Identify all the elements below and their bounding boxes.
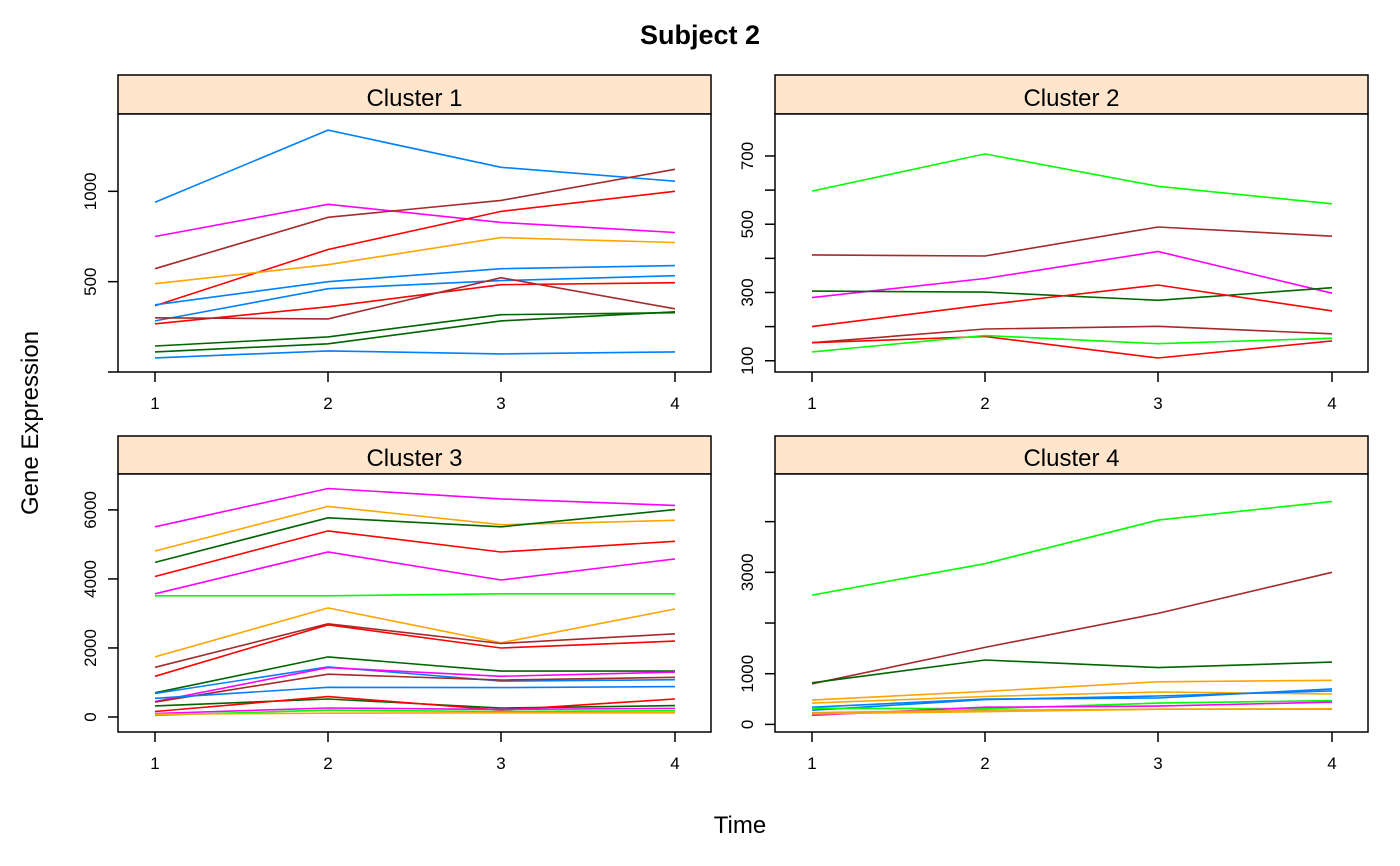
panel-cluster-3: Cluster 3 0 2000 4000 6000 1 2 3 4 bbox=[81, 435, 712, 773]
y-tick-label: 4000 bbox=[81, 560, 100, 598]
panel-cluster-1: Cluster 1 500 1000 1 2 3 4 bbox=[81, 74, 712, 413]
y-tick-label: 300 bbox=[738, 278, 757, 306]
series-line-cluster-1-7 bbox=[154, 274, 676, 322]
series-line-cluster-2-1 bbox=[811, 153, 1333, 205]
y-tick-label: 100 bbox=[738, 347, 757, 375]
series-line-cluster-3-16 bbox=[154, 695, 676, 713]
x-tick-label: 4 bbox=[670, 394, 679, 413]
panel-cluster-4: Cluster 4 0 1000 3000 1 2 3 4 bbox=[738, 435, 1369, 773]
series-line-cluster-3-7 bbox=[154, 607, 676, 658]
x-tick-label: 4 bbox=[1327, 394, 1336, 413]
series-line-cluster-4-2 bbox=[811, 571, 1333, 685]
x-tick-label: 1 bbox=[150, 754, 159, 773]
x-tick-label: 1 bbox=[150, 394, 159, 413]
x-tick-label: 1 bbox=[807, 394, 816, 413]
series-line-cluster-4-1 bbox=[811, 500, 1333, 596]
series-line-cluster-3-1 bbox=[154, 487, 676, 528]
strip-label: Cluster 1 bbox=[366, 85, 462, 112]
plot-area bbox=[117, 113, 712, 373]
y-tick-label: 1000 bbox=[738, 655, 757, 693]
series-line-cluster-3-5 bbox=[154, 551, 676, 595]
y-tick-label: 500 bbox=[81, 267, 100, 295]
panel-cluster-2: Cluster 2 100 300 500 700 1 2 3 4 bbox=[738, 74, 1369, 413]
series-line-cluster-1-1 bbox=[154, 129, 676, 204]
series-line-cluster-2-5 bbox=[811, 284, 1333, 328]
strip-cluster-1 bbox=[117, 74, 712, 115]
x-tick-label: 2 bbox=[323, 394, 332, 413]
series-line-cluster-1-11 bbox=[154, 311, 676, 353]
x-tick-label: 3 bbox=[496, 754, 505, 773]
strip-label: Cluster 3 bbox=[366, 445, 462, 472]
series-line-cluster-4-4 bbox=[811, 679, 1333, 701]
series-line-cluster-2-8 bbox=[811, 334, 1333, 353]
x-tick-label: 4 bbox=[670, 754, 679, 773]
series-line-cluster-1-5 bbox=[154, 236, 676, 285]
series-line-cluster-1-3 bbox=[154, 168, 676, 270]
series-line-cluster-4-11 bbox=[811, 707, 1333, 715]
x-axis-title: Time bbox=[714, 812, 766, 839]
series-line-cluster-3-19 bbox=[154, 711, 675, 715]
series-line-cluster-3-9 bbox=[154, 623, 676, 678]
x-tick-label: 2 bbox=[980, 754, 989, 773]
series-line-cluster-2-4 bbox=[811, 286, 1333, 302]
series-line-cluster-3-6 bbox=[155, 592, 675, 597]
series-line-cluster-2-3 bbox=[811, 250, 1333, 299]
x-tick-label: 1 bbox=[807, 754, 816, 773]
y-tick-label: 700 bbox=[738, 142, 757, 170]
x-tick-label: 2 bbox=[980, 394, 989, 413]
y-tick-label: 1000 bbox=[81, 172, 100, 210]
series-line-cluster-3-12 bbox=[154, 666, 676, 703]
strip-label: Cluster 2 bbox=[1023, 85, 1119, 112]
series-line-cluster-1-10 bbox=[154, 311, 676, 347]
series-line-cluster-3-13 bbox=[154, 673, 676, 703]
y-tick-label: 6000 bbox=[81, 491, 100, 529]
strip-cluster-2 bbox=[774, 74, 1369, 115]
series-line-cluster-1-2 bbox=[154, 203, 676, 238]
series-line-cluster-3-10 bbox=[154, 656, 675, 694]
plot-area bbox=[774, 473, 1369, 733]
x-tick-label: 3 bbox=[1153, 754, 1162, 773]
series-line-cluster-3-3 bbox=[154, 508, 676, 564]
chart-title: Subject 2 bbox=[640, 20, 760, 50]
y-axis-title: Gene Expression bbox=[17, 331, 44, 515]
strip-cluster-3 bbox=[117, 435, 712, 475]
series-line-cluster-1-4 bbox=[154, 190, 676, 307]
y-tick-label: 2000 bbox=[81, 629, 100, 667]
series-line-cluster-3-14 bbox=[154, 685, 676, 700]
series-line-cluster-1-12 bbox=[154, 350, 676, 359]
series-line-cluster-1-8 bbox=[154, 281, 676, 325]
y-tick-label: 0 bbox=[738, 720, 757, 729]
y-tick-label: 0 bbox=[81, 712, 100, 721]
strip-label: Cluster 4 bbox=[1023, 445, 1119, 472]
y-tick-label: 500 bbox=[738, 210, 757, 238]
series-line-cluster-3-11 bbox=[154, 666, 676, 695]
plot-area bbox=[774, 113, 1369, 373]
series-line-cluster-1-9 bbox=[154, 276, 676, 320]
series-line-cluster-3-4 bbox=[154, 530, 676, 578]
series-line-cluster-1-6 bbox=[154, 264, 676, 306]
series-line-cluster-2-6 bbox=[811, 325, 1333, 344]
y-tick-label: 3000 bbox=[738, 553, 757, 591]
series-line-cluster-2-7 bbox=[811, 335, 1333, 359]
series-line-cluster-3-2 bbox=[154, 505, 676, 552]
strip-cluster-4 bbox=[774, 435, 1369, 475]
series-line-cluster-3-17 bbox=[154, 707, 676, 715]
series-line-cluster-3-18 bbox=[154, 709, 676, 717]
series-line-cluster-2-2 bbox=[811, 226, 1333, 257]
x-tick-label: 3 bbox=[496, 394, 505, 413]
x-tick-label: 3 bbox=[1153, 394, 1162, 413]
x-tick-label: 4 bbox=[1327, 754, 1336, 773]
series-line-cluster-4-7 bbox=[811, 690, 1333, 711]
x-tick-label: 2 bbox=[323, 754, 332, 773]
series-line-cluster-3-8 bbox=[154, 622, 676, 669]
series-line-cluster-4-3 bbox=[811, 659, 1333, 684]
